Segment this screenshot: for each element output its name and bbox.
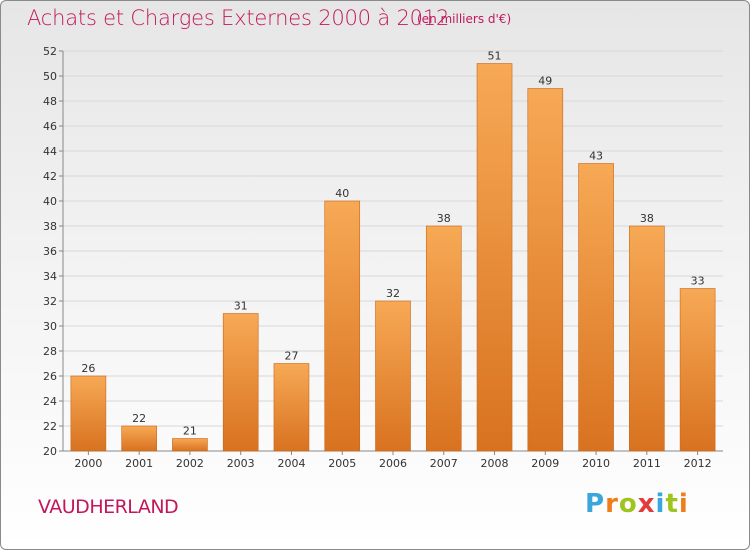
x-tick-label: 2009 xyxy=(531,457,559,470)
bar xyxy=(375,300,411,452)
bar-value-label: 51 xyxy=(488,50,502,63)
y-tick-label: 22 xyxy=(43,420,57,433)
bar xyxy=(629,225,665,452)
bar xyxy=(121,425,157,452)
bar xyxy=(425,225,462,452)
bars xyxy=(70,63,716,452)
x-tick-label: 2007 xyxy=(430,457,458,470)
bar-value-label: 27 xyxy=(284,350,298,363)
bar-value-label: 43 xyxy=(589,150,603,163)
bar-value-label: 40 xyxy=(335,187,349,200)
y-tick-label: 36 xyxy=(43,245,57,258)
y-tick-label: 42 xyxy=(43,170,57,183)
bar xyxy=(578,163,614,452)
logo-letter: x xyxy=(637,489,656,519)
x-tick-label: 2001 xyxy=(125,457,153,470)
y-tick-label: 28 xyxy=(43,345,57,358)
x-tick-label: 2012 xyxy=(684,457,712,470)
y-tick-label: 24 xyxy=(43,395,57,408)
logo-letter: r xyxy=(605,489,619,519)
y-tick-label: 38 xyxy=(43,220,57,233)
bar xyxy=(70,375,107,452)
bar-value-label: 26 xyxy=(81,362,95,375)
bar-value-label: 21 xyxy=(183,425,197,438)
bar-value-label: 38 xyxy=(437,212,451,225)
x-tick-label: 2008 xyxy=(481,457,509,470)
y-tick-label: 52 xyxy=(43,45,57,58)
bar xyxy=(172,438,208,452)
x-tick-label: 2002 xyxy=(176,457,204,470)
y-tick-label: 30 xyxy=(43,320,57,333)
bar xyxy=(273,363,310,452)
bar-value-label: 32 xyxy=(386,287,400,300)
bar xyxy=(324,200,361,452)
y-tick-label: 40 xyxy=(43,195,57,208)
chart-subtitle: (en milliers d'€) xyxy=(417,12,512,26)
y-tick-label: 44 xyxy=(43,145,57,158)
x-tick-label: 2010 xyxy=(582,457,610,470)
logo-letter: i xyxy=(678,489,689,519)
x-tick-label: 2003 xyxy=(227,457,255,470)
y-tick-label: 32 xyxy=(43,295,57,308)
x-tick-label: 2000 xyxy=(74,457,102,470)
y-tick-label: 46 xyxy=(43,120,57,133)
y-tick-label: 48 xyxy=(43,95,57,108)
x-tick-label: 2004 xyxy=(277,457,305,470)
logo-letter: o xyxy=(618,489,638,519)
logo-letter: t xyxy=(665,489,679,519)
x-tick-label: 2006 xyxy=(379,457,407,470)
proxiti-logo[interactable]: Proxiti xyxy=(585,489,689,519)
y-tick-label: 20 xyxy=(43,445,57,458)
x-tick-label: 2005 xyxy=(328,457,356,470)
y-tick-label: 26 xyxy=(43,370,57,383)
chart-title: Achats et Charges Externes 2000 à 2012 xyxy=(27,6,450,30)
y-tick-label: 34 xyxy=(43,270,57,283)
commune-name: VAUDHERLAND xyxy=(38,496,179,518)
bar-value-label: 33 xyxy=(691,275,705,288)
bar xyxy=(527,88,564,452)
logo-letter: P xyxy=(585,489,606,519)
logo-letter: i xyxy=(655,489,666,519)
bar xyxy=(679,288,716,452)
bar-value-label: 38 xyxy=(640,212,654,225)
bar-value-label: 31 xyxy=(234,300,248,313)
bar-value-label: 49 xyxy=(538,75,552,88)
labels: 2000 26 2001 22 2002 21 2003 31 2004 27 2005 40 2006… xyxy=(74,50,711,471)
y-tick-label: 50 xyxy=(43,70,57,83)
bar-value-label: 22 xyxy=(132,412,146,425)
bar xyxy=(222,313,259,452)
bar xyxy=(476,63,513,452)
x-tick-label: 2011 xyxy=(633,457,661,470)
